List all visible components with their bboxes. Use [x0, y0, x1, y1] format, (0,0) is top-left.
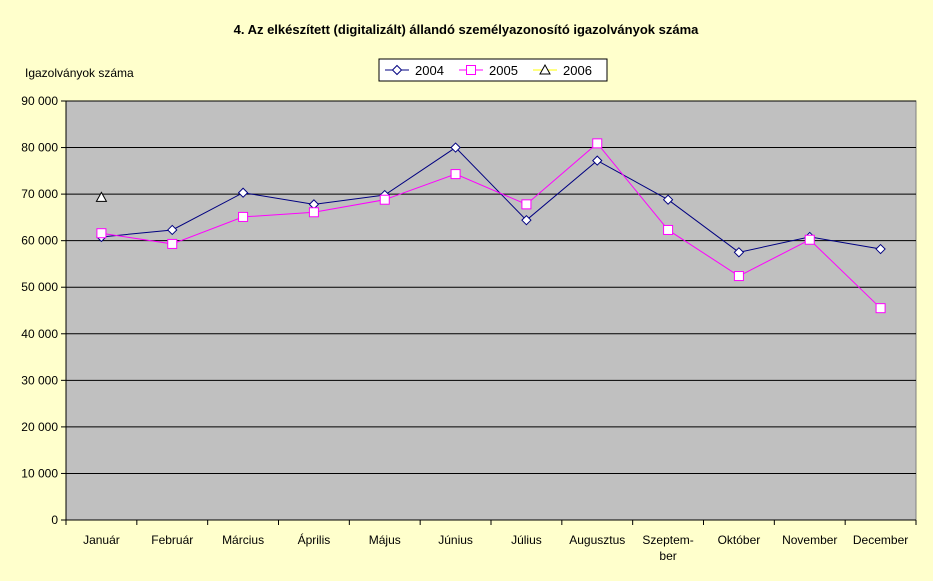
legend-label: 2006: [563, 63, 592, 78]
x-tick-label-line: Február: [151, 533, 193, 547]
data-point-2004: [662, 194, 674, 205]
data-point-2005: [521, 199, 532, 210]
data-point-2004: [450, 142, 461, 153]
x-tick-label: Október: [718, 533, 761, 547]
data-point-2005: [450, 169, 461, 180]
x-tick-label: Július: [511, 533, 542, 547]
y-tick-label: 90 000: [21, 94, 58, 108]
x-tick-label: Január: [83, 533, 120, 547]
y-tick-label: 30 000: [21, 373, 58, 387]
data-point-2004: [733, 247, 745, 258]
x-tick-label-line: Október: [718, 533, 761, 547]
legend-item-2006: 2006: [533, 63, 592, 78]
x-tick-label: Február: [151, 533, 193, 547]
y-tick-label: 70 000: [21, 187, 58, 201]
x-tick-label-line: Augusztus: [569, 533, 625, 547]
data-point-2005: [308, 207, 319, 218]
x-tick-label-line: December: [853, 533, 908, 547]
chart-title: 4. Az elkészített (digitalizált) állandó…: [234, 22, 700, 37]
y-tick-label: 50 000: [21, 280, 58, 294]
x-tick-label-line: ber: [659, 549, 676, 563]
legend-marker: [539, 63, 551, 75]
y-tick-label: 0: [51, 513, 58, 527]
series-line-2004: [101, 146, 881, 253]
x-tick-label: November: [782, 533, 837, 547]
data-point-2004: [237, 187, 249, 198]
data-point-2005: [663, 224, 674, 235]
legend-item-2005: 2005: [459, 63, 518, 78]
y-tick-label: 40 000: [21, 327, 58, 341]
y-axis-label: Igazolványok száma: [25, 66, 134, 80]
y-tick-label: 80 000: [21, 141, 58, 155]
data-point-2004: [521, 214, 532, 226]
data-point-2005: [167, 238, 178, 249]
data-point-2005: [592, 138, 603, 149]
data-point-2004: [875, 243, 886, 255]
data-point-2005: [804, 234, 815, 245]
x-tick-label: Május: [369, 533, 401, 547]
data-point-2005: [875, 303, 886, 314]
legend-box: [378, 58, 608, 82]
x-tick-label-line: Május: [369, 533, 401, 547]
legend-marker: [466, 65, 476, 75]
series-line-2005: [101, 142, 881, 309]
data-point-2005: [238, 211, 249, 222]
x-tick-label: Március: [222, 533, 264, 547]
x-tick-label-line: Március: [222, 533, 264, 547]
legend-marker: [391, 64, 403, 76]
x-tick-label-line: Június: [438, 533, 473, 547]
data-point-2006: [95, 191, 108, 202]
x-tick-label-line: November: [782, 533, 837, 547]
y-tick-label: 60 000: [21, 234, 58, 248]
x-tick-label-line: Április: [298, 532, 331, 547]
y-tick-label: 20 000: [21, 420, 58, 434]
x-tick-label: Június: [438, 533, 473, 547]
y-tick-label: 10 000: [21, 466, 58, 480]
data-point-2004: [167, 224, 178, 236]
legend-label: 2004: [415, 63, 444, 78]
legend-label: 2005: [489, 63, 518, 78]
data-point-2005: [733, 271, 744, 282]
x-tick-label-line: Július: [511, 533, 542, 547]
x-tick-label: Április: [298, 532, 331, 547]
legend: 2004 2005 2006: [378, 58, 608, 82]
data-point-2005: [379, 194, 390, 205]
legend-item-2004: 2004: [385, 63, 444, 78]
plot-area: [65, 100, 917, 521]
data-point-2005: [96, 228, 107, 239]
x-tick-label: December: [853, 533, 908, 547]
x-tick-label-line: Szeptem-: [642, 533, 693, 547]
x-tick-label-line: Január: [83, 533, 120, 547]
x-tick-label: Szeptem-ber: [642, 533, 693, 563]
data-point-2004: [592, 155, 603, 166]
x-tick-label: Augusztus: [569, 533, 625, 547]
